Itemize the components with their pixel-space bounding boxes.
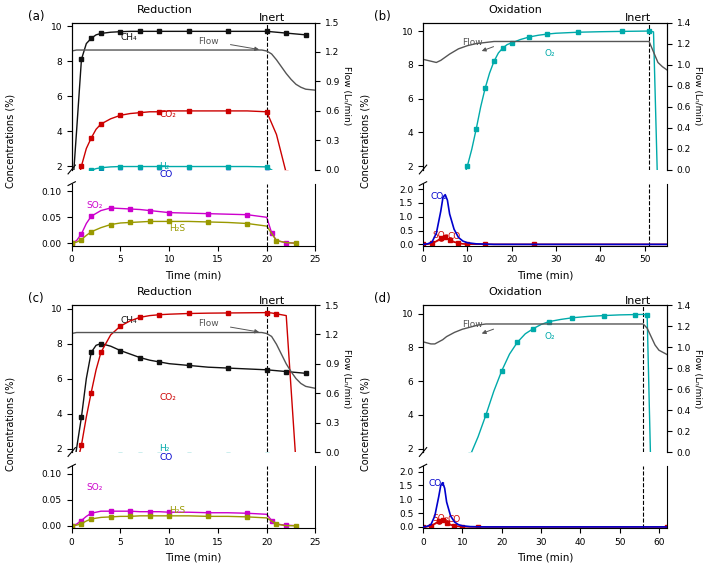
Y-axis label: Flow (Lₙ/min): Flow (Lₙ/min) bbox=[693, 67, 702, 125]
Text: CO₂: CO₂ bbox=[159, 110, 176, 119]
X-axis label: Time (min): Time (min) bbox=[517, 553, 573, 563]
Title: Oxidation: Oxidation bbox=[489, 287, 543, 297]
Text: CO: CO bbox=[447, 232, 460, 241]
Text: O₂: O₂ bbox=[545, 332, 556, 341]
Text: (b): (b) bbox=[374, 10, 391, 23]
Text: Flow: Flow bbox=[462, 320, 483, 329]
Text: H₂S: H₂S bbox=[169, 506, 185, 515]
Text: SO₂: SO₂ bbox=[433, 231, 449, 240]
Text: CO₂: CO₂ bbox=[428, 479, 445, 488]
Title: Reduction: Reduction bbox=[136, 5, 192, 15]
Text: CO: CO bbox=[159, 171, 173, 179]
Text: (d): (d) bbox=[374, 292, 391, 305]
Text: Inert: Inert bbox=[625, 295, 651, 306]
Text: CO: CO bbox=[159, 453, 173, 462]
Text: (c): (c) bbox=[28, 292, 44, 305]
Text: Flow: Flow bbox=[462, 38, 483, 47]
Text: Inert: Inert bbox=[258, 13, 285, 23]
Text: SO₂: SO₂ bbox=[433, 514, 449, 523]
Text: (a): (a) bbox=[28, 10, 44, 23]
Text: Flow: Flow bbox=[199, 319, 219, 328]
Text: CH₄: CH₄ bbox=[120, 33, 137, 42]
Text: SO₂: SO₂ bbox=[86, 484, 103, 493]
Y-axis label: Flow (Lₙ/min): Flow (Lₙ/min) bbox=[693, 349, 702, 408]
Text: O₂: O₂ bbox=[545, 49, 556, 58]
Text: Inert: Inert bbox=[625, 13, 651, 23]
Text: CO: CO bbox=[447, 515, 460, 524]
Text: Flow: Flow bbox=[199, 37, 219, 46]
Text: H₂S: H₂S bbox=[169, 224, 185, 233]
Title: Reduction: Reduction bbox=[136, 287, 192, 297]
X-axis label: Time (min): Time (min) bbox=[166, 270, 222, 280]
Text: Inert: Inert bbox=[258, 295, 285, 306]
Text: H₂: H₂ bbox=[159, 162, 170, 171]
X-axis label: Time (min): Time (min) bbox=[166, 553, 222, 563]
Title: Oxidation: Oxidation bbox=[489, 5, 543, 15]
X-axis label: Time (min): Time (min) bbox=[517, 270, 573, 280]
Y-axis label: Flow (Lₙ/min): Flow (Lₙ/min) bbox=[342, 67, 351, 125]
Text: SO₂: SO₂ bbox=[86, 201, 103, 210]
Y-axis label: Flow (Lₙ/min): Flow (Lₙ/min) bbox=[342, 349, 351, 408]
Text: CO₂: CO₂ bbox=[431, 192, 447, 201]
Text: CH₄: CH₄ bbox=[120, 316, 137, 324]
Text: H₂: H₂ bbox=[159, 444, 170, 453]
Text: CO₂: CO₂ bbox=[159, 393, 176, 402]
